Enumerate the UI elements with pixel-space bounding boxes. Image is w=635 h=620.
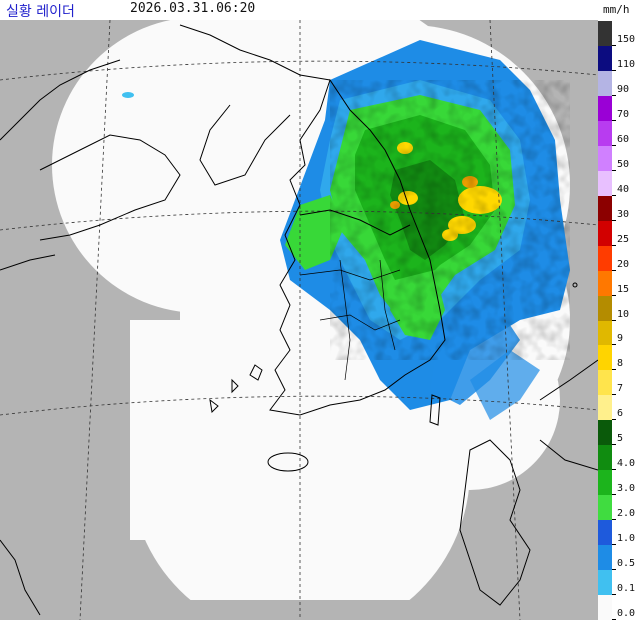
coastlines bbox=[0, 24, 598, 616]
legend-tick bbox=[612, 195, 616, 196]
legend-label: 0.1 bbox=[611, 583, 635, 594]
legend-tick bbox=[612, 95, 616, 96]
legend-tick bbox=[612, 569, 616, 570]
legend-unit-label: mm/h bbox=[603, 3, 630, 16]
legend-tick bbox=[612, 45, 616, 46]
legend-tick bbox=[612, 245, 616, 246]
legend-label: 15 bbox=[611, 284, 630, 295]
legend-label: 8 bbox=[611, 358, 624, 369]
lat-lon-grid bbox=[0, 20, 598, 620]
legend-label: 0.0 bbox=[611, 608, 635, 619]
legend-tick bbox=[612, 70, 616, 71]
legend-swatch bbox=[598, 545, 612, 570]
legend-swatch bbox=[598, 370, 612, 395]
legend-swatch bbox=[598, 445, 612, 470]
legend-swatch bbox=[598, 271, 612, 296]
legend-tick bbox=[612, 344, 616, 345]
legend-swatch bbox=[598, 321, 612, 345]
legend-label: 70 bbox=[611, 109, 630, 120]
legend-swatch bbox=[598, 221, 612, 246]
legend-tick bbox=[612, 519, 616, 520]
legend-label: 20 bbox=[611, 259, 630, 270]
legend-label: 90 bbox=[611, 84, 630, 95]
legend-swatch bbox=[598, 96, 612, 121]
legend-label: 3.0 bbox=[611, 483, 635, 494]
legend-tick bbox=[612, 544, 616, 545]
legend-swatch bbox=[598, 395, 612, 420]
legend-swatch bbox=[598, 420, 612, 445]
legend-label: 5 bbox=[611, 433, 624, 444]
legend-swatch bbox=[598, 171, 612, 196]
legend-label: 4.0 bbox=[611, 458, 635, 469]
legend-swatch bbox=[598, 146, 612, 171]
legend-label: 9 bbox=[611, 333, 624, 344]
legend-tick bbox=[612, 120, 616, 121]
legend-tick bbox=[612, 369, 616, 370]
legend-label: 60 bbox=[611, 134, 630, 145]
legend-label: 110 bbox=[611, 59, 635, 70]
observation-timestamp: 2026.03.31.06:20 bbox=[130, 1, 256, 16]
legend-tick bbox=[612, 419, 616, 420]
legend-label: 6 bbox=[611, 408, 624, 419]
legend-swatch bbox=[598, 470, 612, 495]
precipitation-legend: 150 110 90 70 60 50 40 30 25 20 15 10 9 … bbox=[598, 21, 635, 620]
legend-label: 25 bbox=[611, 234, 630, 245]
legend-swatch bbox=[598, 196, 612, 221]
legend-swatch bbox=[598, 495, 612, 520]
legend-tick bbox=[612, 494, 616, 495]
radar-map-canvas bbox=[0, 20, 598, 620]
legend-label: 0.5 bbox=[611, 558, 635, 569]
legend-label: 10 bbox=[611, 309, 630, 320]
legend-label: 2.0 bbox=[611, 508, 635, 519]
legend-tick bbox=[612, 594, 616, 595]
precipitation-echoes bbox=[122, 40, 570, 420]
radar-map[interactable] bbox=[0, 20, 598, 620]
legend-swatch bbox=[598, 246, 612, 271]
legend-tick bbox=[612, 170, 616, 171]
legend-swatch bbox=[598, 520, 612, 545]
legend-swatch bbox=[598, 570, 612, 595]
legend-tick bbox=[612, 444, 616, 445]
legend-swatch bbox=[598, 296, 612, 321]
legend-swatch bbox=[598, 71, 612, 96]
legend-swatch bbox=[598, 46, 612, 71]
coverage-bottom-edge bbox=[0, 600, 598, 620]
legend-tick bbox=[612, 270, 616, 271]
legend-swatch bbox=[598, 121, 612, 146]
legend-label: 40 bbox=[611, 184, 630, 195]
legend-label: 150 bbox=[611, 34, 635, 45]
legend-swatch bbox=[598, 21, 612, 46]
legend-tick bbox=[612, 295, 616, 296]
legend-tick bbox=[612, 320, 616, 321]
page-title: 실황 레이더 bbox=[6, 4, 75, 20]
legend-label: 7 bbox=[611, 383, 624, 394]
legend-swatch bbox=[598, 595, 612, 620]
legend-label: 30 bbox=[611, 209, 630, 220]
legend-label: 50 bbox=[611, 159, 630, 170]
legend-tick bbox=[612, 145, 616, 146]
legend-swatch bbox=[598, 345, 612, 370]
legend-tick bbox=[612, 220, 616, 221]
legend-tick bbox=[612, 469, 616, 470]
legend-label: 1.0 bbox=[611, 533, 635, 544]
legend-tick bbox=[612, 394, 616, 395]
